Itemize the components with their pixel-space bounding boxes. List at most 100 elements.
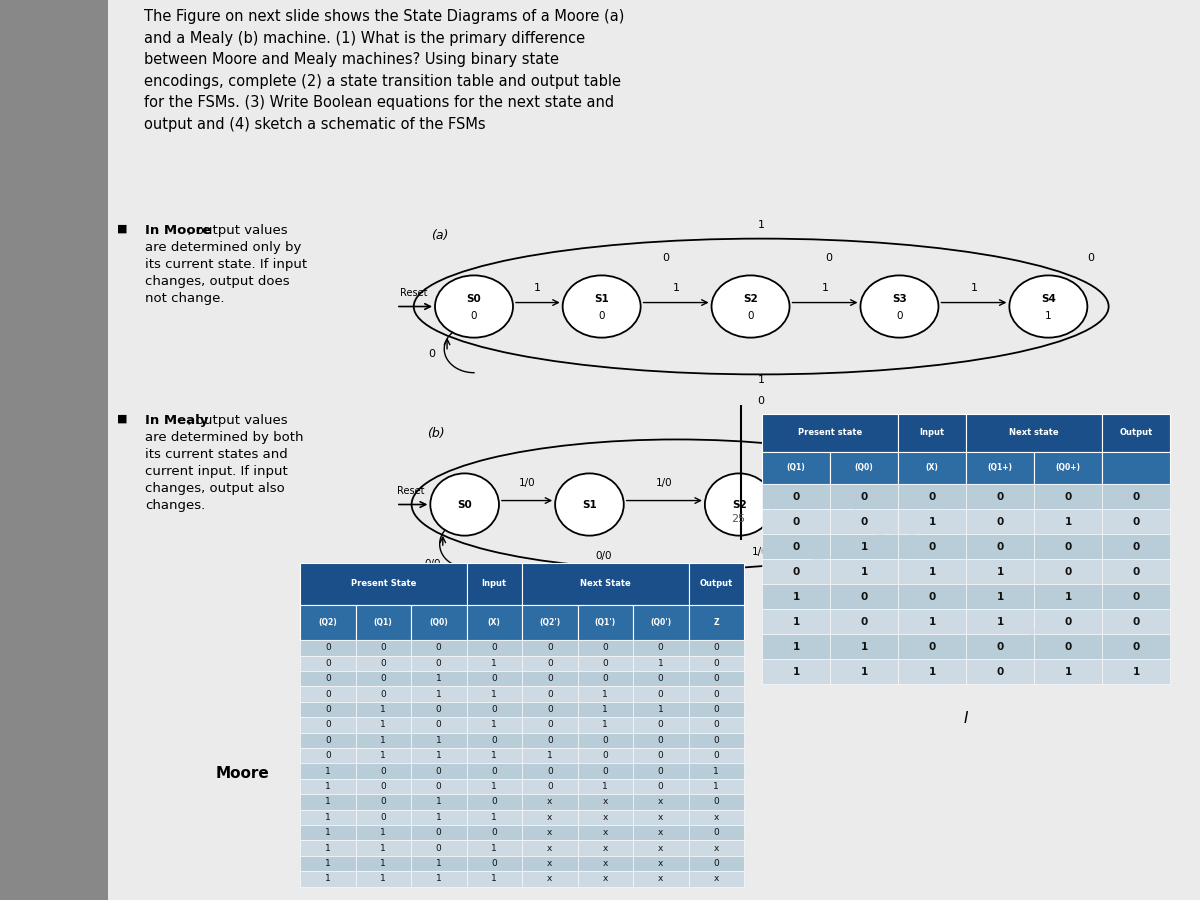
Bar xyxy=(577,748,634,763)
Text: 0: 0 xyxy=(491,674,497,683)
Bar xyxy=(966,634,1034,659)
Bar xyxy=(1102,534,1170,559)
Text: 0: 0 xyxy=(896,311,902,321)
Bar xyxy=(634,717,689,733)
Bar xyxy=(300,702,355,717)
Bar xyxy=(634,640,689,655)
Text: 0: 0 xyxy=(491,705,497,714)
Text: 0: 0 xyxy=(658,752,664,760)
Text: 0: 0 xyxy=(602,674,608,683)
Bar xyxy=(577,763,634,778)
Text: 1: 1 xyxy=(929,616,936,626)
Text: 1: 1 xyxy=(436,674,442,683)
Bar xyxy=(577,702,634,717)
Bar xyxy=(467,640,522,655)
Text: 0: 0 xyxy=(325,736,331,745)
Bar xyxy=(898,414,966,452)
Bar xyxy=(410,702,467,717)
Bar xyxy=(355,702,410,717)
Bar xyxy=(762,609,830,634)
Bar xyxy=(634,810,689,825)
Text: 0: 0 xyxy=(380,797,386,806)
Text: 0: 0 xyxy=(713,689,719,698)
Bar xyxy=(830,452,898,484)
Bar xyxy=(689,778,744,794)
Bar xyxy=(762,659,830,684)
Bar xyxy=(634,763,689,778)
Text: 0: 0 xyxy=(491,859,497,868)
Text: 0: 0 xyxy=(602,752,608,760)
Bar xyxy=(762,634,830,659)
Bar xyxy=(300,810,355,825)
Text: 1: 1 xyxy=(380,705,386,714)
Bar xyxy=(467,562,522,605)
Text: 0: 0 xyxy=(547,644,553,652)
Text: 0: 0 xyxy=(428,349,434,359)
Bar xyxy=(1034,559,1102,584)
Bar xyxy=(300,687,355,702)
Text: 1: 1 xyxy=(380,736,386,745)
Bar xyxy=(689,671,744,687)
Text: x: x xyxy=(658,843,664,852)
Text: 0: 0 xyxy=(325,674,331,683)
Bar xyxy=(966,659,1034,684)
Text: 0: 0 xyxy=(713,720,719,729)
Text: 1: 1 xyxy=(491,813,497,822)
Bar xyxy=(467,856,522,871)
Text: 1: 1 xyxy=(1133,667,1140,677)
Bar xyxy=(634,605,689,640)
Text: 0: 0 xyxy=(1064,616,1072,626)
Bar xyxy=(689,640,744,655)
Text: (Q0): (Q0) xyxy=(430,618,448,627)
Text: 0: 0 xyxy=(658,720,664,729)
Bar xyxy=(355,871,410,886)
Bar xyxy=(410,794,467,810)
Bar xyxy=(762,584,830,609)
Text: 0: 0 xyxy=(658,674,664,683)
Text: 0: 0 xyxy=(713,736,719,745)
Text: x: x xyxy=(714,874,719,883)
Text: x: x xyxy=(602,843,608,852)
Text: x: x xyxy=(658,828,664,837)
Text: 0: 0 xyxy=(996,667,1003,677)
Text: 0: 0 xyxy=(792,517,799,526)
Text: 0: 0 xyxy=(547,736,553,745)
Text: 0: 0 xyxy=(436,720,442,729)
Text: 0: 0 xyxy=(1087,253,1094,264)
Text: (Q1): (Q1) xyxy=(374,618,392,627)
Bar xyxy=(1034,659,1102,684)
Bar xyxy=(410,825,467,841)
Bar xyxy=(689,856,744,871)
Text: , output values
are determined only by
its current state. If input
changes, outp: , output values are determined only by i… xyxy=(145,224,307,305)
Bar xyxy=(300,671,355,687)
Bar xyxy=(410,605,467,640)
Text: 0: 0 xyxy=(491,736,497,745)
Text: 0: 0 xyxy=(436,659,442,668)
Text: 0: 0 xyxy=(996,542,1003,552)
Bar xyxy=(689,871,744,886)
Text: 0: 0 xyxy=(436,843,442,852)
Text: x: x xyxy=(602,828,608,837)
Bar xyxy=(522,733,577,748)
Text: 0: 0 xyxy=(860,491,868,501)
Bar xyxy=(410,778,467,794)
Text: 0: 0 xyxy=(860,517,868,526)
Bar xyxy=(577,687,634,702)
Text: 1: 1 xyxy=(757,220,764,230)
Bar xyxy=(689,562,744,605)
Text: ■: ■ xyxy=(118,224,128,234)
Bar xyxy=(634,748,689,763)
Bar xyxy=(1102,609,1170,634)
Text: (Q1'): (Q1') xyxy=(595,618,616,627)
Bar xyxy=(830,509,898,534)
Text: 0: 0 xyxy=(380,782,386,791)
Bar xyxy=(467,841,522,856)
Circle shape xyxy=(563,275,641,338)
Text: 0: 0 xyxy=(380,644,386,652)
Bar xyxy=(966,509,1034,534)
Text: 0: 0 xyxy=(325,644,331,652)
Circle shape xyxy=(712,275,790,338)
Text: 1: 1 xyxy=(1064,517,1072,526)
Bar xyxy=(300,794,355,810)
Bar xyxy=(762,534,830,559)
